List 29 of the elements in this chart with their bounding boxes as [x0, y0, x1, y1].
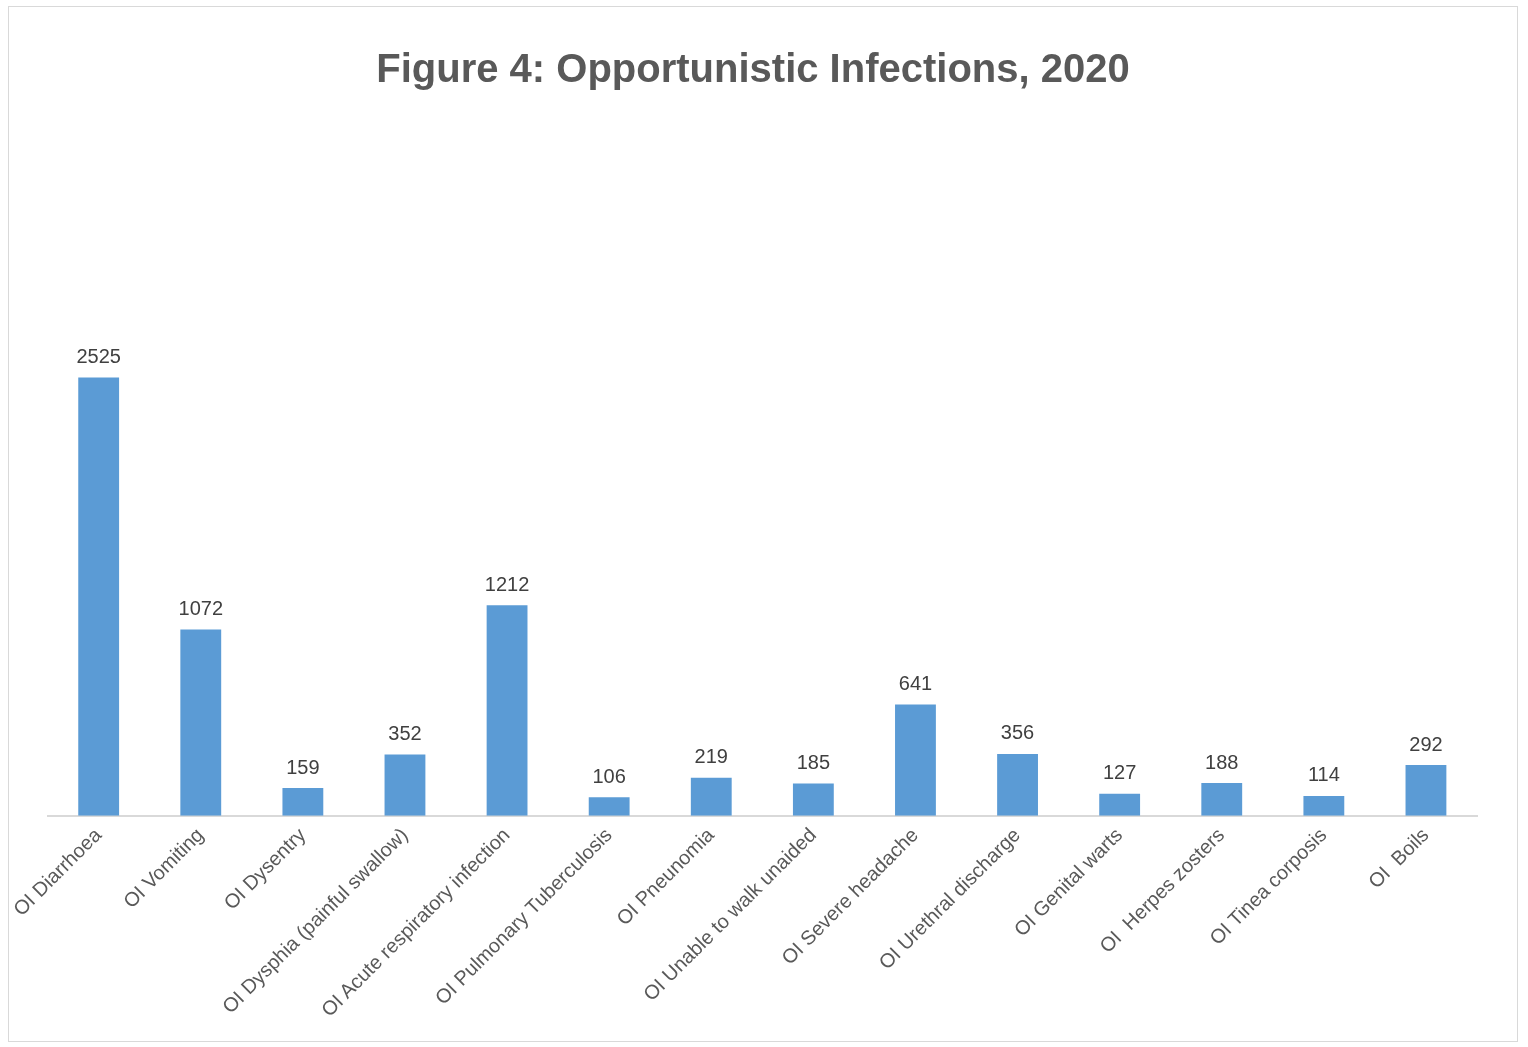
- data-label: 219: [694, 745, 728, 768]
- bar: [895, 704, 936, 816]
- bar: [180, 629, 222, 816]
- data-label: 2525: [76, 344, 121, 367]
- data-label: 188: [1205, 750, 1239, 773]
- bar: [282, 788, 324, 816]
- chart-title: Figure 4: Opportunistic Infections, 2020: [376, 46, 1130, 91]
- bar: [792, 783, 834, 816]
- data-label: 352: [388, 722, 422, 745]
- bar: [997, 753, 1038, 816]
- bar: [486, 605, 528, 816]
- bar: [588, 797, 630, 816]
- bar: [384, 754, 426, 816]
- data-label: 356: [1000, 721, 1035, 744]
- data-label: 114: [1307, 763, 1340, 786]
- data-label: 1212: [484, 572, 530, 595]
- bar: [1303, 795, 1345, 816]
- data-label: 185: [796, 751, 831, 774]
- data-label: 292: [1409, 732, 1443, 755]
- data-label: 641: [898, 671, 933, 694]
- bar: [690, 777, 732, 816]
- data-label: 1072: [178, 597, 224, 620]
- data-label: 106: [592, 764, 626, 787]
- data-label: 159: [286, 755, 320, 778]
- bar: [1201, 783, 1243, 816]
- bar: [1099, 793, 1141, 816]
- bar: [1405, 764, 1447, 816]
- data-label: 127: [1102, 761, 1137, 784]
- bar: [78, 377, 120, 816]
